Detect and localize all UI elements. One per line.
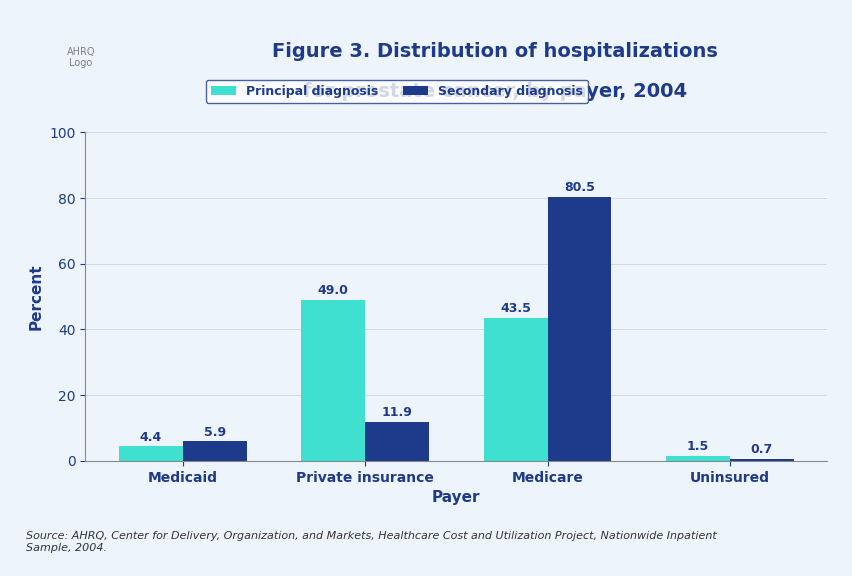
Bar bbox=[119, 446, 182, 461]
Text: Source: AHRQ, Center for Delivery, Organization, and Markets, Healthcare Cost an: Source: AHRQ, Center for Delivery, Organ… bbox=[26, 531, 716, 553]
Bar bbox=[301, 300, 365, 461]
Bar bbox=[729, 458, 792, 461]
Text: 5.9: 5.9 bbox=[204, 426, 226, 439]
Text: 49.0: 49.0 bbox=[318, 285, 348, 297]
Bar bbox=[547, 196, 611, 461]
Text: 80.5: 80.5 bbox=[563, 181, 594, 194]
X-axis label: Payer: Payer bbox=[432, 490, 480, 505]
Y-axis label: Percent: Percent bbox=[29, 263, 43, 330]
Legend: Principal diagnosis, Secondary diagnosis: Principal diagnosis, Secondary diagnosis bbox=[205, 79, 587, 103]
Text: 11.9: 11.9 bbox=[381, 406, 412, 419]
Bar bbox=[365, 422, 429, 461]
Text: AHRQ
Logo: AHRQ Logo bbox=[66, 47, 95, 69]
Text: Figure 3. Distribution of hospitalizations: Figure 3. Distribution of hospitalizatio… bbox=[272, 42, 717, 60]
Text: 0.7: 0.7 bbox=[750, 443, 772, 456]
Text: 1.5: 1.5 bbox=[686, 440, 708, 453]
Text: 4.4: 4.4 bbox=[140, 431, 162, 444]
Text: 43.5: 43.5 bbox=[499, 302, 531, 315]
Bar bbox=[483, 318, 547, 461]
Bar bbox=[182, 441, 246, 461]
Bar bbox=[665, 456, 729, 461]
Text: for prostate cancer, by payer, 2004: for prostate cancer, by payer, 2004 bbox=[302, 82, 686, 101]
